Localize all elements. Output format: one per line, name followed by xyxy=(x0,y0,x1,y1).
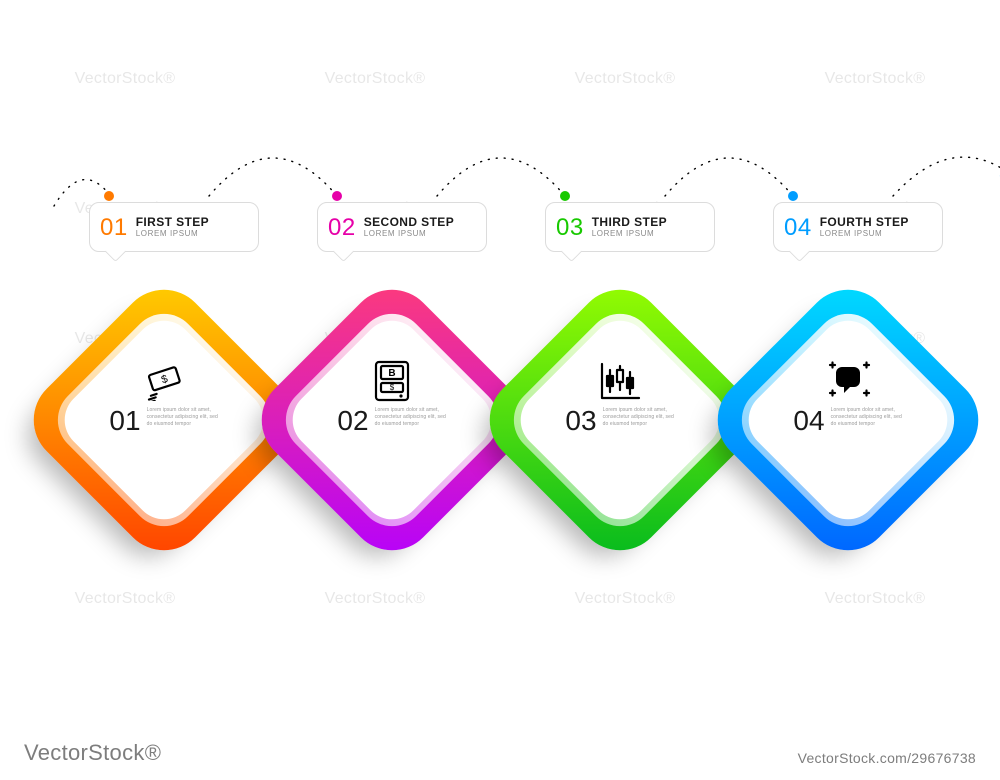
step-bubble-subtitle: LOREM IPSUM xyxy=(136,230,209,239)
dollar-chat-icon: $ xyxy=(824,359,872,403)
watermark-text: VectorStock® xyxy=(575,590,676,608)
step-diamond: $ 04 Lorem ipsum dolor sit amet, consect… xyxy=(700,272,997,569)
arc-end-dot xyxy=(788,191,798,201)
watermark-text: VectorStock® xyxy=(825,70,926,88)
step-bubble-number: 04 xyxy=(784,216,812,240)
step-bubble-title: THIRD STEP xyxy=(592,216,667,229)
watermark-text: VectorStock® xyxy=(325,590,426,608)
step-bubble-subtitle: LOREM IPSUM xyxy=(592,230,667,239)
step-diamond-lorem: Lorem ipsum dolor sit amet, consectetur … xyxy=(375,407,447,427)
brand-text: VectorStock® xyxy=(24,740,161,766)
candlestick-chart-icon xyxy=(596,359,644,403)
svg-text:$: $ xyxy=(844,369,852,385)
step-bubble-title: FIRST STEP xyxy=(136,216,209,229)
footer: VectorStock® VectorStock.com/29676738 xyxy=(0,740,1000,766)
step-bubble: 01 FIRST STEP LOREM IPSUM xyxy=(89,202,259,252)
watermark-text: VectorStock® xyxy=(75,70,176,88)
watermark-text: VectorStock® xyxy=(825,590,926,608)
step-bubble-subtitle: LOREM IPSUM xyxy=(820,230,909,239)
step-bubble: 04 FOURTH STEP LOREM IPSUM xyxy=(773,202,943,252)
step-bubble: 03 THIRD STEP LOREM IPSUM xyxy=(545,202,715,252)
watermark-text: VectorStock® xyxy=(325,70,426,88)
svg-text:$: $ xyxy=(160,373,170,386)
step-diamond-number: 04 xyxy=(793,407,824,435)
arc-end-dot xyxy=(104,191,114,201)
arc-end-dot xyxy=(560,191,570,201)
step-diamond-number: 02 xyxy=(337,407,368,435)
svg-text:B: B xyxy=(388,368,395,379)
infographic-stage: VectorStock®VectorStock®VectorStock®Vect… xyxy=(0,0,1000,780)
arc-end-dot xyxy=(332,191,342,201)
svg-text:$: $ xyxy=(390,383,395,392)
step-diamond-lorem: Lorem ipsum dolor sit amet, consectetur … xyxy=(603,407,675,427)
step-diamond-number: 01 xyxy=(109,407,140,435)
step-bubble-number: 01 xyxy=(100,216,128,240)
watermark-row: VectorStock® VectorStock® VectorStock® Vect… xyxy=(0,590,1000,608)
step-bubble-number: 03 xyxy=(556,216,584,240)
step-bubble: 02 SECOND STEP LOREM IPSUM xyxy=(317,202,487,252)
image-id: VectorStock.com/29676738 xyxy=(798,750,976,766)
watermark-text: VectorStock® xyxy=(575,70,676,88)
step-diamond-lorem: Lorem ipsum dolor sit amet, consectetur … xyxy=(831,407,903,427)
step-bubble-title: SECOND STEP xyxy=(364,216,454,229)
bitcoin-atm-icon: B $ xyxy=(368,359,416,403)
step-bubble-number: 02 xyxy=(328,216,356,240)
step-bubble-title: FOURTH STEP xyxy=(820,216,909,229)
brand-logo: VectorStock® xyxy=(24,740,161,766)
watermark-text: VectorStock® xyxy=(75,590,176,608)
step-diamond-number: 03 xyxy=(565,407,596,435)
step-diamond-lorem: Lorem ipsum dolor sit amet, consectetur … xyxy=(147,407,219,427)
money-transfer-icon: $ xyxy=(140,359,188,403)
watermark-row: VectorStock® VectorStock® VectorStock® Vect… xyxy=(0,70,1000,88)
step-bubble-subtitle: LOREM IPSUM xyxy=(364,230,454,239)
